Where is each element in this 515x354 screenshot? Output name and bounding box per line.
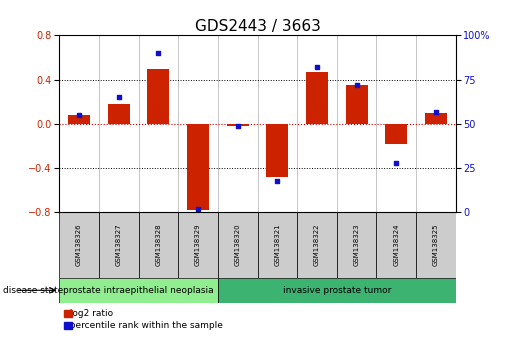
Point [75,112,83,118]
Text: GSM138322: GSM138322 [314,224,320,267]
Bar [59,212,99,278]
Point [273,178,281,183]
Bar [108,104,130,124]
Text: GSM138321: GSM138321 [274,224,280,267]
Point [352,82,360,88]
Bar [425,113,447,124]
Point [154,50,163,56]
Text: GSM138325: GSM138325 [433,224,439,267]
Bar [187,124,209,210]
Bar [385,124,407,144]
Bar [337,212,376,278]
Bar [306,72,328,124]
Bar [376,212,416,278]
Bar [258,212,297,278]
Bar [178,212,218,278]
Point [392,160,401,166]
Bar [99,212,139,278]
Text: disease state: disease state [3,286,63,295]
Text: GSM138320: GSM138320 [235,224,241,267]
Text: GSM138327: GSM138327 [116,224,122,267]
Text: percentile rank within the sample: percentile rank within the sample [64,321,223,330]
Point [432,109,440,114]
Point [313,64,321,70]
Point [234,123,242,129]
Bar [147,69,169,124]
Bar [297,212,337,278]
Text: prostate intraepithelial neoplasia: prostate intraepithelial neoplasia [63,286,214,295]
Point [114,95,123,100]
Text: log2 ratio: log2 ratio [64,309,113,318]
Text: GSM138329: GSM138329 [195,224,201,267]
Title: GDS2443 / 3663: GDS2443 / 3663 [195,19,320,34]
Bar [218,212,258,278]
Text: GSM138326: GSM138326 [76,224,82,267]
Bar [266,124,288,177]
Bar [68,115,90,124]
Bar [59,278,218,303]
Bar [139,212,178,278]
Text: GSM138323: GSM138323 [354,224,359,267]
Bar [218,278,456,303]
Bar [416,212,456,278]
Bar [227,124,249,126]
Text: GSM138324: GSM138324 [393,224,399,267]
Point [194,206,202,212]
Text: invasive prostate tumor: invasive prostate tumor [283,286,391,295]
Text: GSM138328: GSM138328 [156,224,161,267]
Bar [346,85,368,124]
